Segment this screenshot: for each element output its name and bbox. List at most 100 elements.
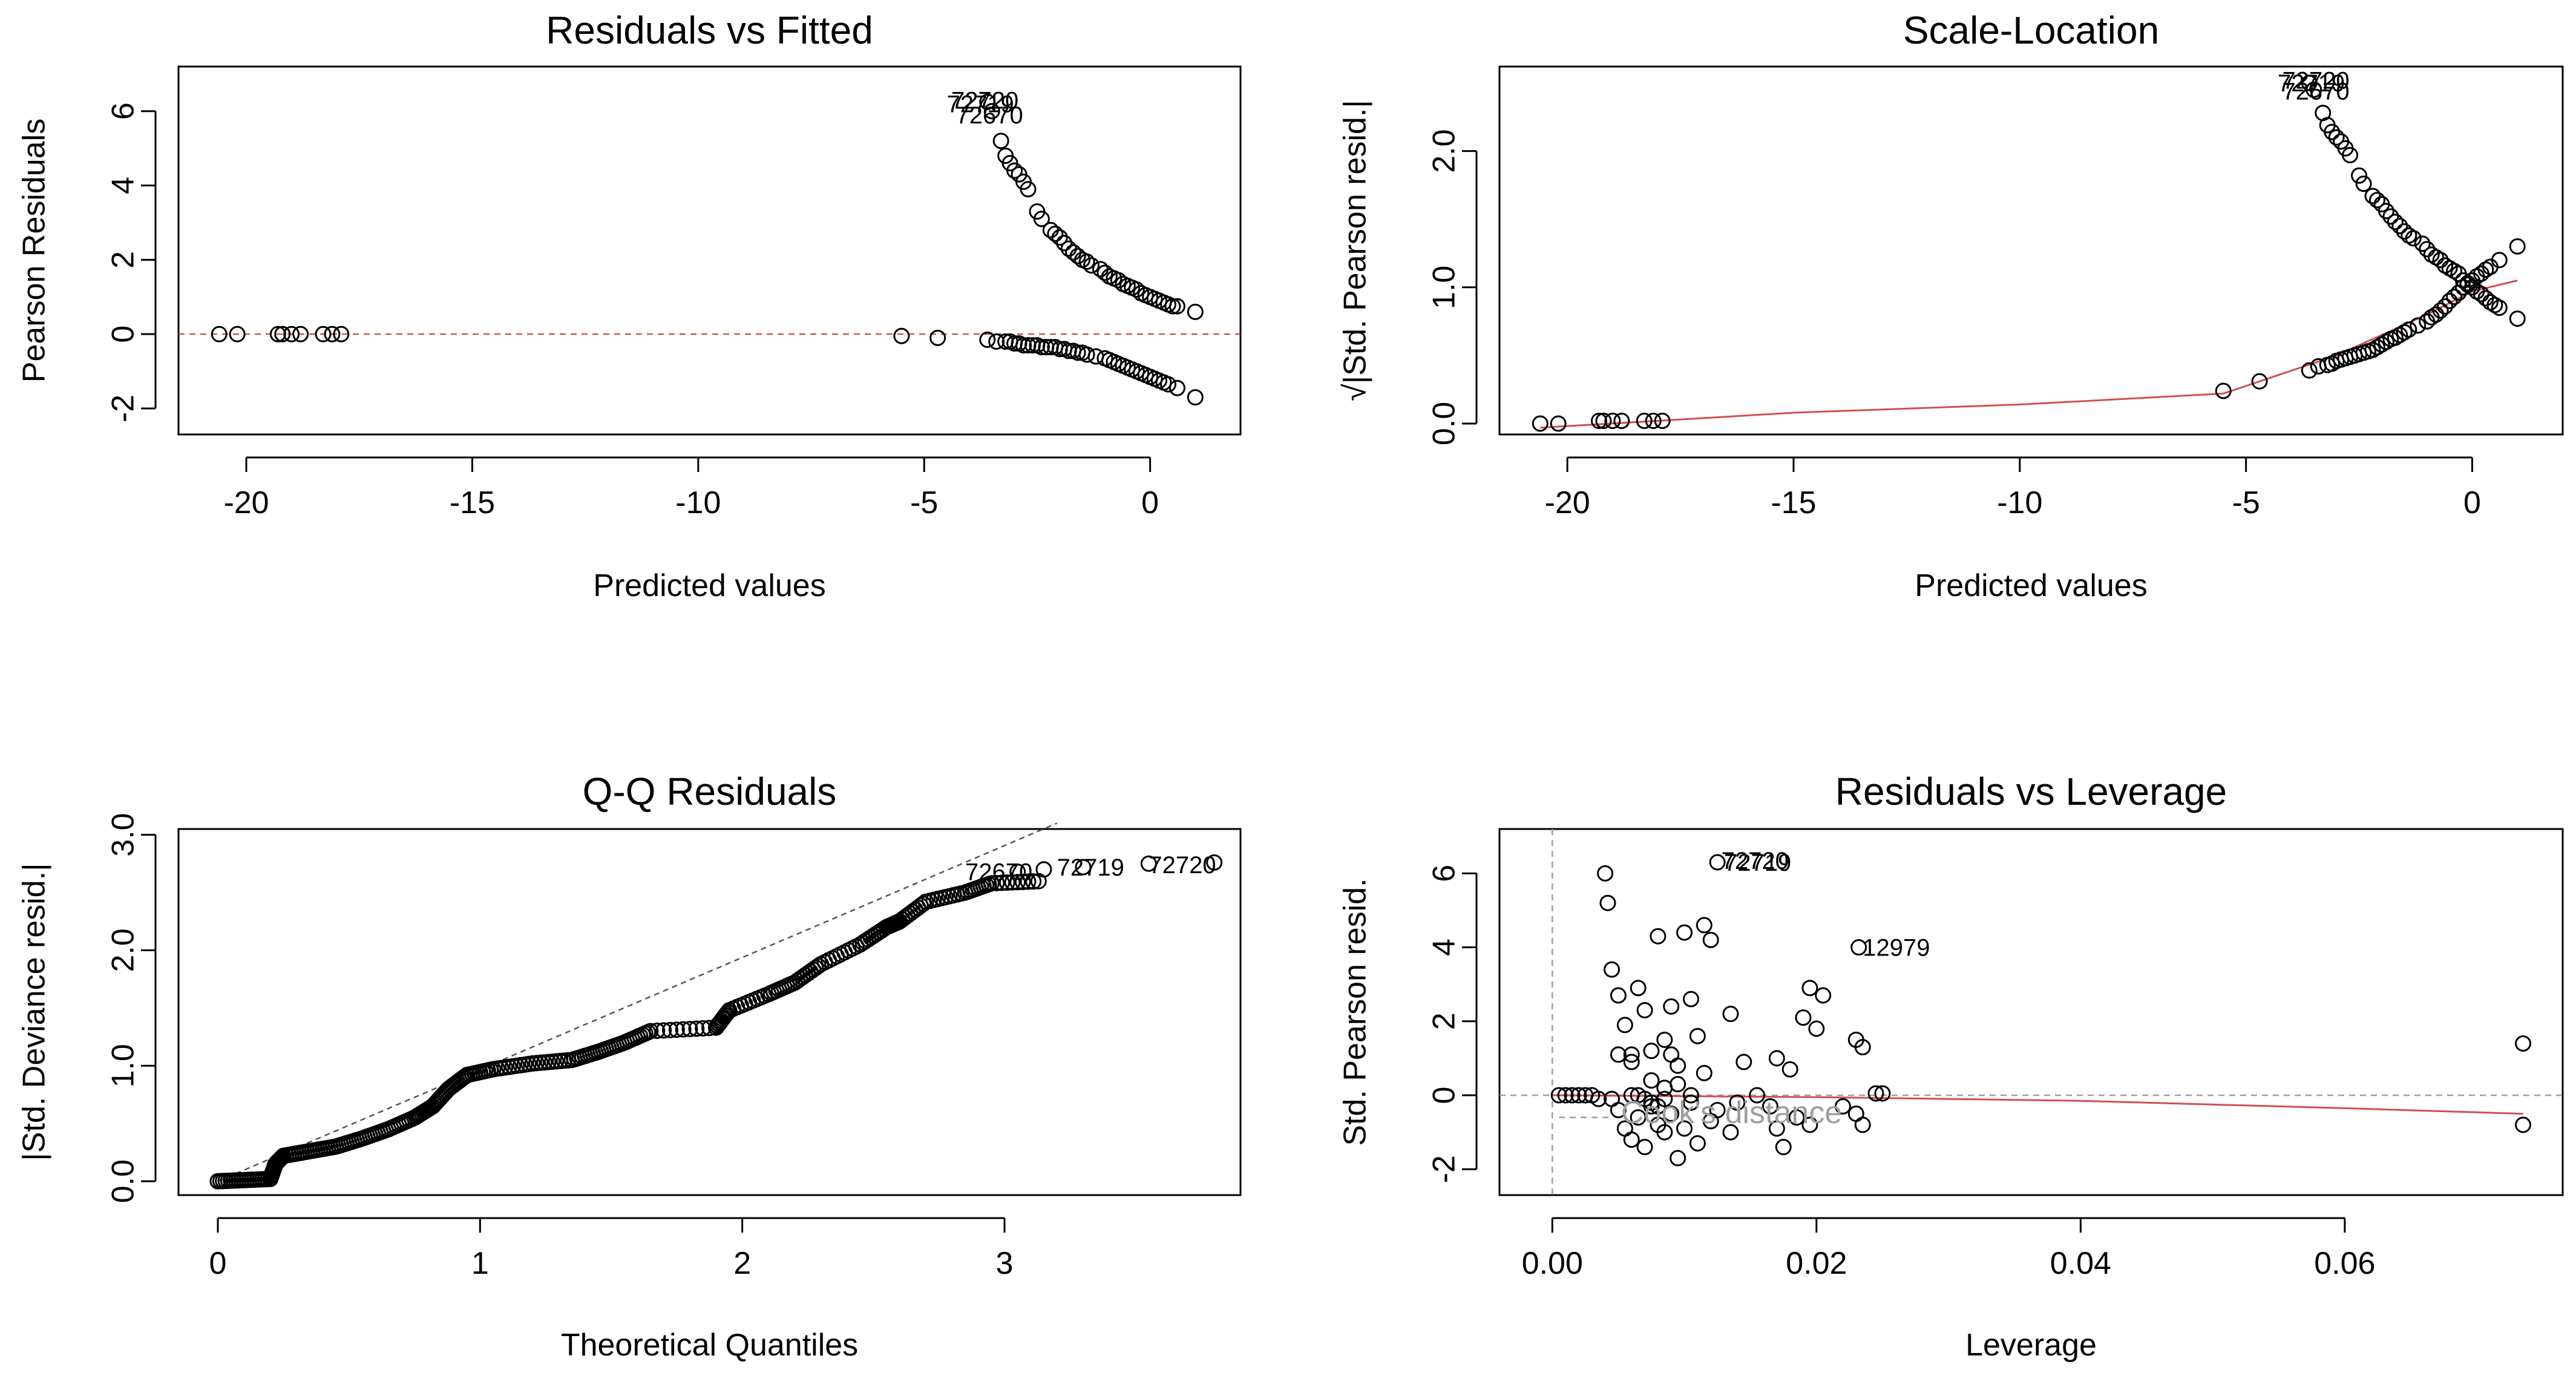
data-point (1570, 1087, 1587, 1104)
point-annotation: 72719 (1057, 854, 1124, 881)
point-annotation: 72720 (951, 87, 1018, 114)
data-point (1557, 1087, 1574, 1104)
data-point (2368, 192, 2385, 209)
data-point (1550, 1087, 1567, 1104)
data-point (1033, 339, 1050, 356)
y-tick-label: -2 (106, 395, 141, 422)
data-point (1610, 1101, 1627, 1118)
x-tick-label: -10 (1997, 485, 2042, 520)
y-tick-label: 4 (106, 177, 141, 194)
data-point (1599, 894, 1616, 911)
data-point (929, 329, 946, 346)
data-point (2432, 302, 2449, 319)
data-point (1164, 298, 1181, 315)
data-point (1795, 1009, 1812, 1026)
data-point (1654, 412, 1671, 429)
data-point (1867, 1085, 1884, 1102)
qq-point (994, 874, 1011, 891)
panel-p4: Residuals vs Leverage 0.00 0.02 0.04 0.06 Lev… (1338, 770, 2564, 1363)
data-point (2306, 81, 2322, 98)
y-tick-label: 0 (106, 326, 141, 343)
qq-point (649, 1022, 666, 1039)
data-point (1033, 211, 1050, 228)
y-tick-label: -2 (1427, 1155, 1462, 1183)
data-point (1689, 1135, 1706, 1152)
data-point (1187, 389, 1204, 406)
data-point (1709, 854, 1726, 871)
data-point (2351, 167, 2368, 184)
qq-point (912, 897, 929, 914)
x-tick-label: 0 (209, 1246, 227, 1281)
data-point (1564, 1087, 1581, 1104)
data-point (1874, 1085, 1891, 1102)
data-point (1047, 225, 1064, 242)
data-point (1616, 1017, 1633, 1034)
data-point (2301, 362, 2318, 379)
data-point (2473, 286, 2489, 303)
data-point (1056, 235, 1073, 252)
x-tick-label: 0.04 (2050, 1246, 2111, 1281)
data-point (2515, 1035, 2532, 1052)
data-point (1670, 1150, 1686, 1167)
qq-point (983, 875, 1000, 892)
data-point (2215, 382, 2232, 399)
y-tick-label: 0 (1427, 1087, 1462, 1104)
y-tick-label: 0.0 (1427, 402, 1462, 445)
data-layer (209, 854, 1223, 1190)
data-point (1092, 261, 1109, 278)
data-point (1650, 928, 1667, 945)
chart-title: Q-Q Residuals (583, 770, 837, 813)
data-point (1670, 1057, 1686, 1074)
data-point (1676, 924, 1693, 941)
x-tick-label: -5 (2232, 485, 2260, 520)
x-axis-label: Leverage (1965, 1328, 2097, 1363)
data-point (211, 326, 228, 342)
data-point (2382, 208, 2399, 225)
data-point (1069, 344, 1086, 361)
data-point (1168, 379, 1185, 396)
data-point (2387, 214, 2404, 231)
x-tick-label: 2 (733, 1246, 751, 1281)
plot-frame (177, 828, 1242, 1196)
data-point (1656, 1124, 1673, 1141)
data-point (2355, 175, 2372, 192)
data-point (1854, 1116, 1871, 1133)
data-point (1623, 1046, 1640, 1063)
data-point (1762, 1098, 1778, 1115)
data-point (2441, 292, 2458, 309)
panel-p3: Q-Q Residuals 0 1 2 3 Theoretical Quantiles 0.… (17, 770, 1242, 1363)
data-point (1682, 1094, 1699, 1111)
x-tick-label: 0 (1141, 485, 1159, 520)
data-point (1623, 1131, 1640, 1148)
y-tick-label: 2 (1427, 1012, 1462, 1030)
data-point (1749, 1087, 1766, 1104)
data-point (1590, 412, 1607, 429)
data-point (983, 103, 1000, 120)
data-point (1768, 1050, 1785, 1067)
data-point (324, 326, 341, 342)
qq-point (998, 874, 1015, 891)
x-tick-label: -20 (1545, 485, 1590, 520)
data-point (1636, 1001, 1653, 1018)
qq-point (1014, 873, 1031, 890)
data-point (1656, 1090, 1673, 1107)
point-annotation: 72720 (1722, 848, 1789, 874)
data-point (2410, 317, 2427, 334)
data-point (1682, 991, 1699, 1008)
data-point (1643, 1072, 1660, 1089)
data-point (1604, 412, 1621, 429)
data-point (1815, 987, 1832, 1004)
data-point (1096, 264, 1113, 281)
data-point (1702, 931, 1719, 948)
y-tick-label: 1.0 (106, 1044, 141, 1087)
data-point (1663, 1106, 1680, 1122)
y-tick-label: 6 (106, 102, 141, 120)
data-point (1532, 415, 1549, 432)
data-point (979, 93, 996, 110)
data-point (1110, 272, 1127, 289)
data-point (1051, 229, 1068, 246)
data-point (1643, 1043, 1660, 1060)
plot-frame (1498, 65, 2564, 436)
point-annotation: 72719 (2278, 70, 2345, 97)
data-point (292, 326, 309, 342)
